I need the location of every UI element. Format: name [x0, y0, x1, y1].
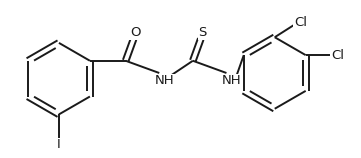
Text: Cl: Cl: [331, 49, 344, 62]
Text: S: S: [199, 26, 207, 39]
Text: O: O: [130, 26, 141, 39]
Text: NH: NH: [222, 74, 242, 87]
Text: NH: NH: [155, 74, 174, 87]
Text: Cl: Cl: [294, 16, 307, 29]
Text: I: I: [57, 138, 61, 151]
